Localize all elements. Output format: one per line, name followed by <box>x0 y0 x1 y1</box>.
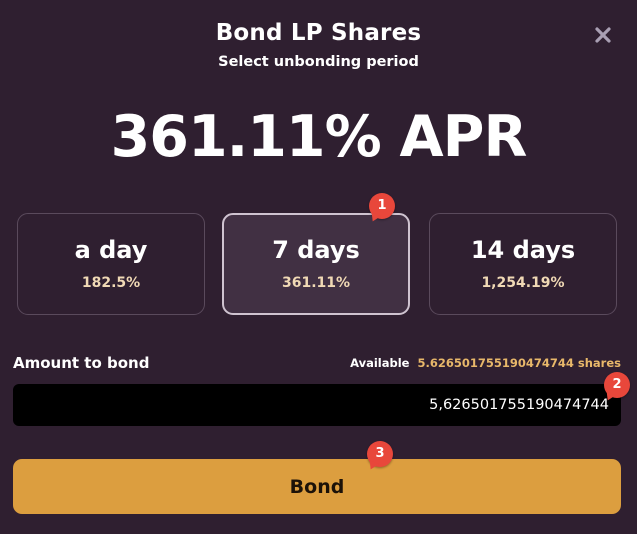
bond-button[interactable]: Bond <box>13 459 621 514</box>
apr-display: 361.11% APR <box>110 104 528 170</box>
amount-input[interactable] <box>13 384 621 426</box>
close-button[interactable] <box>592 24 614 46</box>
close-icon <box>595 27 611 43</box>
available-balance: Available 5.626501755190474744 shares <box>350 356 621 370</box>
amount-label: Amount to bond <box>13 354 150 372</box>
period-apr: 1,254.19% <box>481 275 565 291</box>
modal-title: Bond LP Shares <box>215 20 422 46</box>
available-value: 5.626501755190474744 shares <box>417 356 621 370</box>
period-apr: 182.5% <box>81 275 141 291</box>
annotation-marker-1: 1 <box>369 193 395 219</box>
period-name: a day <box>74 236 148 264</box>
period-option-a-day[interactable]: a day 182.5% <box>17 213 205 315</box>
available-label: Available <box>350 356 410 370</box>
modal-subtitle: Select unbonding period <box>218 54 419 70</box>
period-name: 14 days <box>470 236 576 264</box>
annotation-marker-2: 2 <box>604 372 630 398</box>
annotation-marker-3: 3 <box>367 441 393 467</box>
period-apr: 361.11% <box>281 275 351 291</box>
period-name: 7 days <box>272 236 360 264</box>
period-option-14-days[interactable]: 14 days 1,254.19% <box>429 213 617 315</box>
period-option-7-days[interactable]: 7 days 361.11% <box>222 213 410 315</box>
